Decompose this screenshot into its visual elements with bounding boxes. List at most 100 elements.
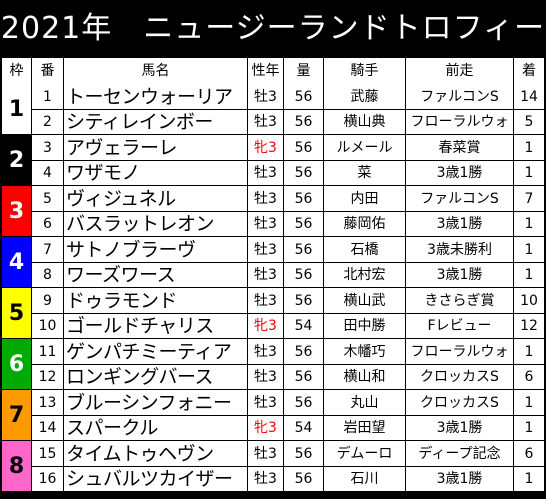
header-waku: 枠 xyxy=(2,58,32,84)
frame-number: 2 xyxy=(2,135,32,186)
cell-prev: クロッカスS xyxy=(406,390,514,416)
cell-name: ワザモノ xyxy=(64,161,248,186)
cell-sexage: 牡3 xyxy=(248,161,284,186)
cell-jockey: 内田 xyxy=(324,186,406,212)
cell-sexage: 牡3 xyxy=(248,110,284,135)
cell-finish: 1 xyxy=(514,161,544,186)
cell-finish: 1 xyxy=(514,467,544,492)
cell-finish: 6 xyxy=(514,441,544,467)
table-row: 1 トーセンウォーリア 牡3 56 武藤 ファルコンS 14 xyxy=(2,84,544,110)
cell-name: アヴェラーレ xyxy=(64,135,248,161)
cell-prev: 3歳1勝 xyxy=(406,416,514,441)
cell-ban: 2 xyxy=(32,110,64,135)
cell-weight: 56 xyxy=(284,467,324,492)
cell-finish: 1 xyxy=(514,212,544,237)
cell-jockey: 横山和 xyxy=(324,365,406,390)
header-weight: 量 xyxy=(284,58,324,84)
cell-jockey: 丸山 xyxy=(324,390,406,416)
cell-weight: 56 xyxy=(284,288,324,314)
table-header: 枠 番 馬名 性年 量 騎手 前走 着 xyxy=(2,58,544,84)
cell-ban: 14 xyxy=(32,416,64,441)
cell-finish: 5 xyxy=(514,110,544,135)
cell-ban: 1 xyxy=(32,84,64,110)
header-sexage: 性年 xyxy=(248,58,284,84)
table-row: 13 ブルーシンフォニー 牡3 56 丸山 クロッカスS 1 xyxy=(2,390,544,416)
cell-finish: 14 xyxy=(514,84,544,110)
table-row: 11 ゲンパチミーティア 牡3 56 木幡巧 フローラルウォ 1 xyxy=(2,339,544,365)
cell-sexage: 牡3 xyxy=(248,186,284,212)
frame-number: 6 xyxy=(2,339,32,390)
table-row: 4 ワザモノ 牡3 56 菜 3歳1勝 1 xyxy=(2,161,544,186)
cell-weight: 56 xyxy=(284,135,324,161)
entries-table: 1 トーセンウォーリア 牡3 56 武藤 ファルコンS 14 2 シティレインボー 牡3 56 横山典… xyxy=(2,84,544,497)
cell-name: ゴールドチャリス xyxy=(64,314,248,339)
cell-sexage: 牝3 xyxy=(248,314,284,339)
table-row: 7 サトノブラーヴ 牡3 56 石橋 3歳未勝利 1 xyxy=(2,237,544,263)
cell-weight: 56 xyxy=(284,441,324,467)
cell-prev: 3歳1勝 xyxy=(406,467,514,492)
cell-name: バスラットレオン xyxy=(64,212,248,237)
table-row: 9 ドゥラモンド 牡3 56 横山武 きさらぎ賞 10 xyxy=(2,288,544,314)
cell-prev: 春菜賞 xyxy=(406,135,514,161)
table-row: 3 アヴェラーレ 牝3 56 ルメール 春菜賞 1 xyxy=(2,135,544,161)
table-row: 15 タイムトゥヘヴン 牡3 56 デムーロ ディープ記念 6 xyxy=(2,441,544,467)
cell-name: タイムトゥヘヴン xyxy=(64,441,248,467)
cell-jockey: 横山典 xyxy=(324,110,406,135)
cell-finish: 7 xyxy=(514,186,544,212)
cell-weight: 56 xyxy=(284,263,324,288)
cell-ban: 4 xyxy=(32,161,64,186)
cell-ban: 7 xyxy=(32,237,64,263)
cell-ban: 8 xyxy=(32,263,64,288)
cell-ban: 9 xyxy=(32,288,64,314)
cell-finish: 10 xyxy=(514,288,544,314)
frame-number: 3 xyxy=(2,186,32,237)
cell-weight: 56 xyxy=(284,237,324,263)
cell-prev: 3歳1勝 xyxy=(406,212,514,237)
cell-prev: Fレビュー xyxy=(406,314,514,339)
cell-weight: 56 xyxy=(284,161,324,186)
header-jockey: 騎手 xyxy=(324,58,406,84)
cell-jockey: 藤岡佑 xyxy=(324,212,406,237)
cell-sexage: 牡3 xyxy=(248,263,284,288)
table-row: 5 ヴィジュネル 牡3 56 内田 ファルコンS 7 xyxy=(2,186,544,212)
cell-sexage: 牝3 xyxy=(248,135,284,161)
cell-finish: 1 xyxy=(514,135,544,161)
cell-ban: 15 xyxy=(32,441,64,467)
cell-ban: 12 xyxy=(32,365,64,390)
table-row: 6 バスラットレオン 牡3 56 藤岡佑 3歳1勝 1 xyxy=(2,212,544,237)
cell-sexage: 牡3 xyxy=(248,467,284,492)
cell-jockey: 木幡巧 xyxy=(324,339,406,365)
cell-jockey: 武藤 xyxy=(324,84,406,110)
cell-jockey: ルメール xyxy=(324,135,406,161)
frame-number: 1 xyxy=(2,84,32,135)
cell-jockey: 石橋 xyxy=(324,237,406,263)
header-ban: 番 xyxy=(32,58,64,84)
table-row: 16 シュバルツカイザー 牡3 56 石川 3歳1勝 1 xyxy=(2,467,544,492)
cell-jockey: 菜 xyxy=(324,161,406,186)
frame-number: 5 xyxy=(2,288,32,339)
cell-weight: 56 xyxy=(284,84,324,110)
frame-number: 8 xyxy=(2,441,32,492)
table-row: 14 スパークル 牝3 54 岩田望 3歳1勝 1 xyxy=(2,416,544,441)
cell-ban: 16 xyxy=(32,467,64,492)
table-row: 8 ワーズワース 牡3 56 北村宏 3歳1勝 1 xyxy=(2,263,544,288)
cell-weight: 56 xyxy=(284,365,324,390)
cell-finish: 1 xyxy=(514,263,544,288)
cell-ban: 5 xyxy=(32,186,64,212)
cell-weight: 56 xyxy=(284,212,324,237)
cell-finish: 6 xyxy=(514,365,544,390)
cell-sexage: 牡3 xyxy=(248,339,284,365)
race-title: 2021年 ニュージーランドトロフィー xyxy=(0,11,546,46)
cell-sexage: 牡3 xyxy=(248,441,284,467)
cell-ban: 13 xyxy=(32,390,64,416)
cell-weight: 56 xyxy=(284,390,324,416)
cell-finish: 12 xyxy=(514,314,544,339)
cell-weight: 54 xyxy=(284,416,324,441)
frame-number: 4 xyxy=(2,237,32,288)
cell-prev: ディープ記念 xyxy=(406,441,514,467)
table-row: 2 シティレインボー 牡3 56 横山典 フローラルウォ 5 xyxy=(2,110,544,135)
header-prev: 前走 xyxy=(406,58,514,84)
cell-name: ドゥラモンド xyxy=(64,288,248,314)
cell-jockey: 北村宏 xyxy=(324,263,406,288)
